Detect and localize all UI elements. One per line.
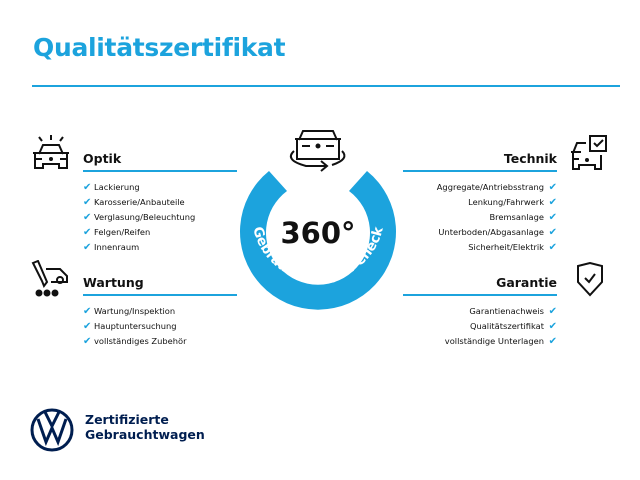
section-technik: Technik Aggregate/Antriebsstrang ✔ Lenkun… (403, 150, 557, 255)
list-item: Sicherheit/Elektrik ✔ (468, 242, 557, 253)
section-title: Optik (83, 151, 122, 166)
section-optik: Optik ✔ Lackierung ✔ Karosserie/Anbauteile… (83, 150, 237, 255)
check-icon: ✔ (548, 321, 557, 332)
check-icon: ✔ (83, 336, 92, 347)
list-item: Bremsanlage ✔ (489, 212, 557, 223)
check-icon: ✔ (83, 182, 92, 193)
service-tools-icon (31, 260, 68, 297)
check-icon: ✔ (548, 336, 557, 347)
list-item: ✔ Felgen/Reifen (83, 227, 151, 238)
check-icon: ✔ (83, 197, 92, 208)
vw-logo (30, 408, 74, 452)
list-item: ✔ Innenraum (83, 242, 140, 253)
car-lights-icon (33, 135, 69, 169)
check-icon: ✔ (83, 321, 92, 332)
list-item: Garantienachweis ✔ (469, 306, 557, 317)
check-icon: ✔ (548, 306, 557, 317)
section-title: Technik (503, 151, 557, 166)
gebrauchtwagen-check-badge: Gebrauchtwagen-Check 360° (240, 130, 396, 310)
check-icon: ✔ (83, 227, 92, 238)
list-item: vollständige Unterlagen ✔ (444, 336, 557, 347)
list-item: Unterboden/Abgasanlage ✔ (438, 227, 557, 238)
check-icon: ✔ (83, 242, 92, 253)
list-item: Qualitätszertifikat ✔ (469, 321, 557, 332)
badge-number: 360° (280, 216, 355, 250)
shield-check-icon (577, 262, 603, 297)
list-item: ✔ Wartung/Inspektion (83, 306, 176, 317)
list-item: Aggregate/Antriebsstrang ✔ (436, 182, 557, 193)
brand-line2: Gebrauchtwagen (85, 427, 205, 442)
section-title: Garantie (496, 275, 557, 290)
car-checkbox-icon (571, 135, 607, 170)
check-icon: ✔ (548, 212, 557, 223)
page-title: Qualitätszertifikat (33, 33, 286, 62)
list-item: ✔ vollständiges Zubehör (83, 336, 187, 347)
list-item: ✔ Karosserie/Anbauteile (83, 197, 185, 208)
car-rotate-icon (290, 130, 346, 172)
list-item: ✔ Hauptuntersuchung (83, 321, 177, 332)
check-icon: ✔ (548, 227, 557, 238)
list-item: Lenkung/Fahrwerk ✔ (468, 197, 557, 208)
brand-text: Zertifizierte Gebrauchtwagen (85, 412, 205, 442)
brand-line1: Zertifizierte (85, 412, 169, 427)
title-divider (32, 85, 620, 87)
check-icon: ✔ (548, 242, 557, 253)
check-icon: ✔ (548, 197, 557, 208)
section-divider (403, 170, 557, 172)
check-icon: ✔ (83, 212, 92, 223)
section-garantie: Garantie Garantienachweis ✔ Qualitätszert… (403, 274, 557, 349)
list-item: ✔ Lackierung (83, 182, 140, 193)
section-divider (403, 294, 557, 296)
check-icon: ✔ (548, 182, 557, 193)
check-icon: ✔ (83, 306, 92, 317)
section-wartung: Wartung ✔ Wartung/Inspektion ✔ Hauptunters… (83, 274, 237, 349)
section-title: Wartung (83, 275, 144, 290)
list-item: ✔ Verglasung/Beleuchtung (83, 212, 196, 223)
badge-ring (240, 171, 396, 310)
section-divider (83, 294, 237, 296)
section-divider (83, 170, 237, 172)
